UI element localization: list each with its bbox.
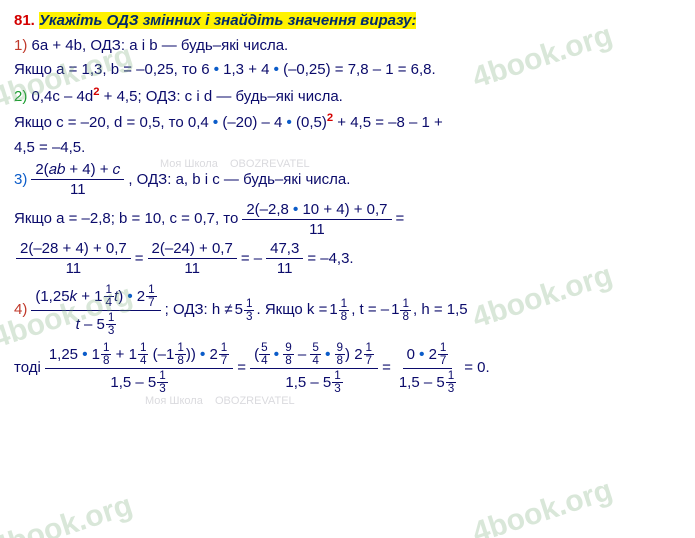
frac-num: 2(–24) + 0,7 (148, 240, 237, 259)
text: 4,5 = –4,5. (14, 139, 85, 156)
text: + 4,5 = –8 – 1 + (333, 114, 443, 131)
fraction: 47,3 11 (266, 240, 303, 278)
frac-num: (1,25k + 114t) • 217 (31, 284, 160, 312)
frac-den: 11 (62, 259, 86, 277)
fraction: 2(–24) + 0,7 11 (148, 240, 237, 278)
page-content: 81. Укажіть ОДЗ змінних і знайдіть значе… (0, 0, 695, 406)
task-text: Укажіть ОДЗ змінних і знайдіть значення … (39, 12, 416, 29)
mult-dot: • (274, 61, 279, 78)
frac-num: 47,3 (266, 240, 303, 259)
frac-den: 1,5 – 513 (281, 369, 346, 396)
equals: = (382, 357, 391, 380)
text: 0,4c – 4d (32, 88, 94, 105)
text: . Якщо k = (256, 299, 327, 322)
item-3-line1: 3) 2(𝑎𝑏 + 4) + 𝑐 11 , ОДЗ: a, b і c — бу… (14, 161, 681, 199)
mixed-1-1-8: 118 (391, 298, 411, 324)
frac-den: t – 513 (72, 311, 121, 338)
item-1-line2: Якщо a = 1,3, b = –0,25, то 6 • 1,3 + 4 … (14, 59, 681, 82)
item-3-line3: 2(–28 + 4) + 0,7 11 = 2(–24) + 0,7 11 = … (14, 240, 681, 278)
mult-dot: • (213, 114, 218, 131)
big-fraction: 0 • 217 1,5 – 513 (395, 342, 460, 396)
item-1-line1: 1) 6a + 4b, ОДЗ: a і b — будь–які числа. (14, 35, 681, 58)
item-3-number: 3) (14, 169, 27, 192)
text: , h = 1,5 (413, 299, 468, 322)
watermark-big: 4book.org (468, 473, 616, 538)
mixed-5-1-3: 513 (97, 312, 117, 338)
text: Якщо a = –2,8; b = 10, c = 0,7, то (14, 208, 238, 231)
text: , t = – (351, 299, 389, 322)
mixed-1-1-8: 118 (329, 298, 349, 324)
task-title: 81. Укажіть ОДЗ змінних і знайдіть значе… (14, 10, 681, 33)
item-1-expr: 6a + 4b, ОДЗ: a і b — будь–які числа. (32, 37, 289, 54)
mixed-1-1-4: 114 (94, 284, 114, 310)
item-2-line1: 2) 0,4c – 4d2 + 4,5; ОДЗ: c і d — будь–я… (14, 84, 681, 109)
frac-den: 1,5 – 513 (106, 369, 171, 396)
fraction: 2(–2,8 • 10 + 4) + 0,7 11 (242, 201, 391, 239)
big-fraction: 1,25 • 118 + 114 (–118)) • 217 1,5 – 513 (45, 342, 233, 396)
frac-num: 0 • 217 (403, 342, 453, 370)
mixed-5-1-3: 513 (235, 298, 255, 324)
frac-den: 11 (305, 220, 329, 238)
equals-minus: = – (241, 248, 262, 271)
text: ; ОДЗ: h ≠ (165, 299, 233, 322)
fraction: 2(𝑎𝑏 + 4) + 𝑐 11 (31, 161, 124, 199)
text: = (396, 208, 405, 231)
text: (–20) – 4 (222, 114, 286, 131)
frac-num: 1,25 • 118 + 114 (–118)) • 217 (45, 342, 233, 370)
equals: = (135, 248, 144, 271)
frac-num: 2(–28 + 4) + 0,7 (16, 240, 131, 259)
mult-dot: • (214, 61, 219, 78)
mixed-2-1-7: 217 (137, 284, 157, 310)
frac-num: 2(𝑎𝑏 + 4) + 𝑐 (31, 161, 124, 180)
item-2-line3: 4,5 = –4,5. (14, 137, 681, 160)
item-4-number: 4) (14, 299, 27, 322)
frac-den: 11 (66, 180, 90, 198)
text: 2(–2,8 (246, 201, 293, 218)
item-4-line1: 4) (1,25k + 114t) • 217 t – 513 ; ОДЗ: h… (14, 284, 681, 338)
task-number: 81. (14, 12, 35, 29)
frac-den: 1,5 – 513 (395, 369, 460, 396)
item-4-line2: тоді 1,25 • 118 + 114 (–118)) • 217 1,5 … (14, 342, 681, 396)
watermark-big: 4book.org (0, 488, 137, 538)
item-3-line2: Якщо a = –2,8; b = 10, c = 0,7, то 2(–2,… (14, 201, 681, 239)
item-2-number: 2) (14, 88, 27, 105)
text: 1,3 + 4 (223, 61, 273, 78)
text: тоді (14, 357, 41, 380)
text: (0,5) (296, 114, 327, 131)
text: Якщо a = 1,3, b = –0,25, то 6 (14, 61, 214, 78)
item-1-number: 1) (14, 37, 27, 54)
big-fraction: (54 • 98 – 54 • 98) 217 1,5 – 513 (250, 342, 378, 396)
big-fraction: (1,25k + 114t) • 217 t – 513 (31, 284, 160, 338)
equals: = (237, 357, 246, 380)
text: (–0,25) = 7,8 – 1 = 6,8. (283, 61, 436, 78)
fraction: 2(–28 + 4) + 0,7 11 (16, 240, 131, 278)
frac-num: 2(–2,8 • 10 + 4) + 0,7 (242, 201, 391, 220)
text: Якщо c = –20, d = 0,5, то 0,4 (14, 114, 213, 131)
text: 10 + 4) + 0,7 (298, 201, 387, 218)
item-2-line2: Якщо c = –20, d = 0,5, то 0,4 • (–20) – … (14, 110, 681, 135)
text: , ОДЗ: a, b і c — будь–які числа. (128, 169, 350, 192)
frac-den: 11 (273, 259, 297, 277)
text: = 0. (464, 357, 489, 380)
text: = –4,3. (307, 248, 353, 271)
frac-num: (54 • 98 – 54 • 98) 217 (250, 342, 378, 370)
text: + 4,5; ОДЗ: c і d — будь–які числа. (100, 88, 343, 105)
frac-den: 11 (180, 259, 204, 277)
mult-dot: • (127, 287, 132, 304)
mult-dot: • (287, 114, 292, 131)
